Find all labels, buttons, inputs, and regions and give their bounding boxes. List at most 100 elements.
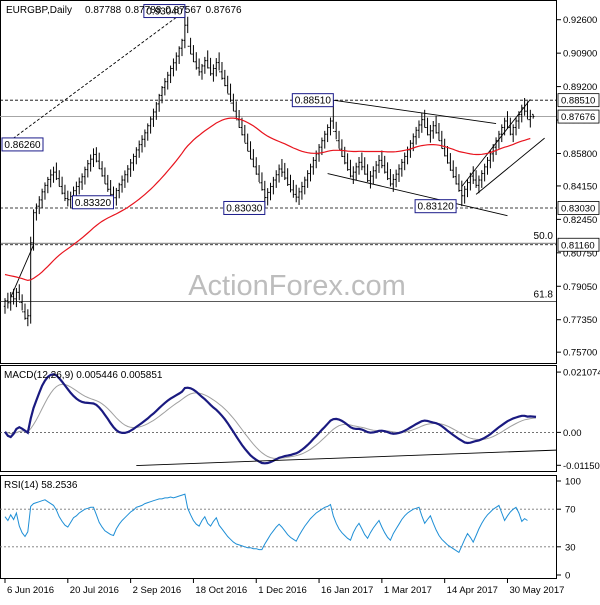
rsi-line: [4, 493, 528, 554]
level-box: [557, 201, 600, 215]
price-panel-frame: [0, 0, 557, 364]
candle: [457, 174, 461, 192]
time-tick-label: 30 May 2017: [509, 585, 564, 596]
candle: [469, 172, 472, 191]
candle: [486, 157, 489, 175]
macd-signal-line: [4, 383, 537, 459]
candle: [195, 52, 198, 70]
candle: [49, 169, 52, 188]
candle: [63, 184, 67, 202]
time-tick-label: 1 Dec 2016: [258, 585, 307, 596]
price-tick-label: 0.82450: [563, 215, 597, 226]
price-header-symbol: EURGBP,Daily: [6, 5, 72, 16]
candle: [511, 124, 515, 143]
candle: [334, 121, 338, 142]
candle: [420, 113, 424, 133]
candle: [135, 147, 138, 165]
macd-panel-frame: [0, 365, 557, 472]
time-tick-label: 14 Apr 2017: [447, 585, 498, 596]
level-box-label: 0.81160: [561, 240, 595, 251]
candle: [309, 163, 312, 182]
candle: [6, 292, 10, 309]
candle: [229, 83, 232, 104]
candle: [443, 138, 446, 157]
candle: [523, 98, 526, 116]
candle: [203, 56, 207, 74]
candle: [340, 139, 344, 158]
candle: [80, 173, 84, 190]
candle: [52, 166, 55, 183]
candle: [349, 159, 352, 178]
price-annotation: 0.83320: [71, 195, 114, 210]
candle: [100, 161, 104, 177]
candle: [212, 64, 215, 82]
candle: [369, 170, 372, 189]
price-axis: 0.926000.909000.892000.875000.858000.841…: [557, 15, 600, 359]
macd-tick-label: -0.011507: [563, 461, 600, 472]
candle: [389, 169, 392, 187]
candle: [275, 170, 278, 188]
candle: [394, 169, 398, 188]
candle: [500, 124, 503, 143]
price-tick-label: 0.80750: [563, 248, 597, 259]
candle: [89, 154, 92, 172]
candle: [423, 109, 426, 129]
candle: [520, 104, 523, 123]
candle: [494, 137, 498, 156]
price-tick-label: 0.79050: [563, 282, 597, 293]
candle: [103, 167, 107, 185]
candle: [454, 166, 458, 185]
candle: [492, 144, 495, 162]
time-tick-label: 1 Mar 2017: [384, 585, 432, 596]
macd-tick-label: 0.00: [563, 428, 582, 439]
candle: [400, 158, 404, 177]
candle: [397, 164, 401, 182]
candle: [86, 159, 89, 178]
candle: [514, 117, 518, 136]
ohlc-value: 0.87567: [165, 5, 202, 16]
candle: [429, 124, 432, 143]
price-level-box: 0.83030: [557, 201, 600, 215]
trendline: [333, 99, 497, 125]
candle: [257, 165, 261, 184]
level-box-label: 0.87676: [561, 112, 595, 123]
candle: [197, 58, 201, 76]
candle: [18, 284, 21, 303]
time-tick-label: 18 Oct 2016: [195, 585, 247, 596]
level-box-label: 0.88510: [561, 96, 595, 107]
trendline: [327, 173, 508, 217]
candle: [426, 117, 429, 136]
candle: [115, 187, 118, 206]
candle: [12, 288, 15, 305]
candle: [3, 298, 7, 314]
candle: [146, 123, 149, 141]
candle: [300, 181, 304, 200]
candle: [337, 130, 341, 150]
candle: [223, 69, 227, 87]
candle: [38, 196, 41, 215]
candle: [120, 175, 124, 193]
time-tick-label: 20 Jul 2016: [70, 585, 119, 596]
candle: [137, 140, 141, 158]
candle: [489, 150, 492, 169]
time-axis: 6 Jun 2016 20 Jul 2016 2 Sep 2016 18 Oct 20…: [4, 578, 564, 596]
price-tick-label: 0.89200: [563, 82, 597, 93]
candle: [312, 157, 315, 175]
rsi-tick-label: 100: [565, 477, 581, 488]
candle: [83, 166, 87, 185]
time-tick-label: 2 Sep 2016: [133, 585, 182, 596]
candle: [503, 117, 506, 136]
candle: [449, 153, 452, 171]
candle: [69, 191, 72, 208]
candle: [255, 157, 258, 175]
candle: [98, 152, 101, 170]
candle: [123, 170, 127, 188]
candle: [374, 160, 378, 179]
candle: [383, 155, 386, 174]
candle: [483, 163, 486, 182]
trendline: [4, 10, 186, 145]
candle: [200, 63, 204, 80]
candle: [432, 121, 435, 139]
annotation-box: [143, 4, 186, 19]
macd-trend-line: [136, 449, 557, 467]
